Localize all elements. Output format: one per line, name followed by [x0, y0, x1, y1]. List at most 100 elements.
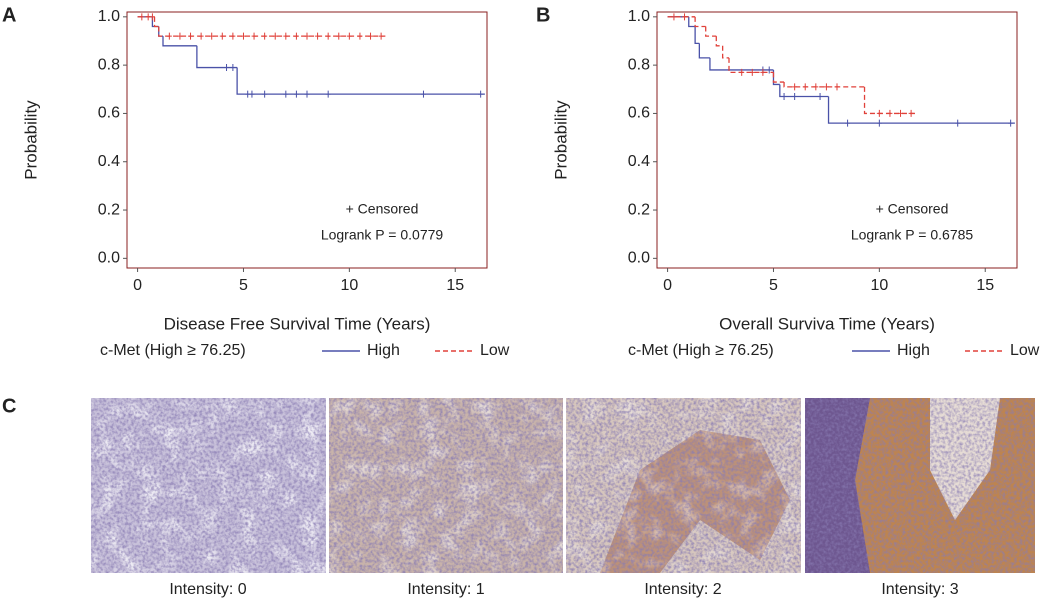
annotation: Logrank P = 0.0779	[321, 227, 444, 243]
censor-mark	[149, 13, 155, 21]
legend-label: Low	[1010, 342, 1040, 359]
step-segment	[705, 26, 717, 37]
censor-mark	[230, 64, 236, 72]
censor-mark	[283, 32, 289, 40]
censor-mark	[262, 32, 268, 40]
step-segment	[863, 86, 916, 115]
step-segment	[779, 84, 829, 98]
censor-mark	[346, 32, 352, 40]
step-segment	[709, 57, 774, 71]
panel-label: B	[536, 4, 550, 26]
censor-mark	[823, 83, 829, 91]
annotation: Logrank P = 0.6785	[851, 227, 974, 243]
x-tick-label: 0	[663, 277, 672, 294]
panel-label: C	[2, 395, 16, 417]
censor-mark	[792, 83, 798, 91]
censor-mark	[876, 119, 882, 127]
y-tick-label: 0.2	[98, 201, 120, 218]
image-caption: Intensity: 1	[407, 581, 484, 598]
annotation: + Censored	[346, 201, 419, 217]
censor-mark	[781, 93, 787, 101]
annotation: + Censored	[876, 201, 949, 217]
censor-mark	[955, 119, 961, 127]
y-tick-label: 0.8	[628, 56, 650, 73]
y-axis-label: Probability	[21, 100, 40, 180]
y-tick-label: 1.0	[628, 8, 650, 25]
step-segment	[783, 82, 865, 88]
censor-mark	[368, 32, 374, 40]
censor-mark	[887, 109, 893, 117]
censor-mark	[671, 13, 677, 21]
legend-title: c-Met (High ≥ 76.25)	[100, 342, 246, 359]
censor-mark	[749, 68, 755, 76]
censor-mark	[420, 90, 426, 98]
image-caption: Intensity: 0	[169, 581, 246, 598]
censor-mark	[249, 90, 255, 98]
censor-mark	[245, 90, 251, 98]
censor-mark	[792, 93, 798, 101]
censor-mark	[283, 90, 289, 98]
x-tick-label: 0	[133, 277, 142, 294]
step-segment	[728, 57, 774, 74]
y-tick-label: 1.0	[98, 8, 120, 25]
censor-mark	[817, 93, 823, 101]
censor-mark	[802, 83, 808, 91]
legend-label: High	[897, 342, 930, 359]
step-segment	[694, 26, 700, 45]
micrograph-cells	[329, 398, 563, 573]
censor-mark	[166, 32, 172, 40]
x-tick-label: 5	[239, 277, 248, 294]
step-segment	[715, 36, 723, 47]
step-segment	[827, 96, 1015, 124]
censor-mark	[834, 83, 840, 91]
legend-label: Low	[480, 342, 510, 359]
step-segment	[694, 16, 706, 28]
x-axis-label: Overall Surviva Time (Years)	[719, 314, 935, 333]
censor-mark	[293, 32, 299, 40]
image-caption: Intensity: 2	[644, 581, 721, 598]
y-tick-label: 0.6	[628, 105, 650, 122]
censor-mark	[188, 32, 194, 40]
censor-mark	[177, 32, 183, 40]
image-caption: Intensity: 3	[881, 581, 958, 598]
x-tick-label: 5	[769, 277, 778, 294]
censor-mark	[315, 32, 321, 40]
censor-mark	[898, 109, 904, 117]
censor-mark	[876, 109, 882, 117]
step-segment	[196, 45, 238, 69]
censor-mark	[908, 109, 914, 117]
censor-mark	[766, 66, 772, 74]
censor-mark	[357, 32, 363, 40]
censor-mark	[336, 32, 342, 40]
y-tick-label: 0.0	[628, 250, 650, 267]
censor-mark	[845, 119, 851, 127]
chart: A 0.0 0.2 0.4 0.6 0.8 1.0 0 5 10 15 Disease Free Su…	[2, 4, 510, 359]
step-segment	[772, 72, 785, 83]
panel-label: A	[2, 4, 16, 26]
censor-mark	[230, 32, 236, 40]
x-tick-label: 15	[976, 277, 994, 294]
censor-mark	[378, 32, 384, 40]
censor-mark	[209, 32, 215, 40]
censor-mark	[325, 32, 331, 40]
micrograph-cells	[91, 398, 326, 573]
step-segment	[158, 26, 386, 37]
censor-mark	[304, 90, 310, 98]
step-segment	[688, 16, 696, 28]
x-tick-label: 10	[870, 277, 888, 294]
step-segment	[698, 43, 710, 59]
censor-mark	[262, 90, 268, 98]
step-segment	[721, 45, 729, 59]
censor-mark	[198, 32, 204, 40]
censor-mark	[293, 90, 299, 98]
censor-mark	[478, 90, 484, 98]
censor-mark	[760, 68, 766, 76]
censor-mark	[739, 68, 745, 76]
plot-frame	[656, 11, 1018, 269]
y-axis-label: Probability	[551, 100, 570, 180]
y-tick-label: 0.0	[98, 250, 120, 267]
legend-title: c-Met (High ≥ 76.25)	[628, 342, 774, 359]
step-segment	[153, 16, 159, 28]
censor-mark	[325, 90, 331, 98]
censor-mark	[272, 32, 278, 40]
